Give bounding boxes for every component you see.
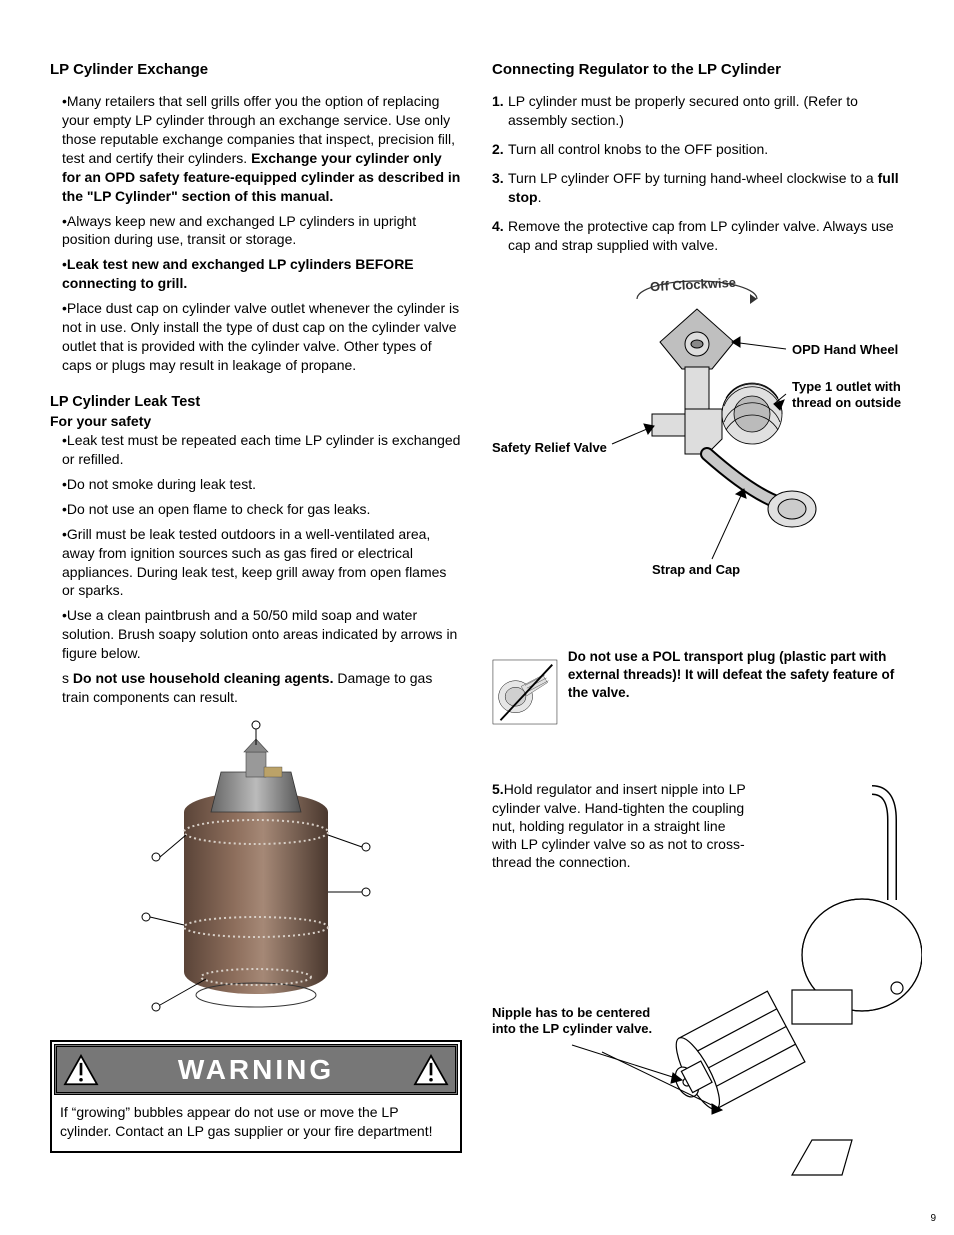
list-item: 4.Remove the protective cap from LP cyli… xyxy=(492,217,904,255)
callout-safety: Safety Relief Valve xyxy=(492,440,622,456)
list-item: •Leak test new and exchanged LP cylinder… xyxy=(50,255,462,293)
list-item: •Leak test must be repeated each time LP… xyxy=(50,431,462,469)
heading-exchange: LP Cylinder Exchange xyxy=(50,60,462,80)
list-item: 2.Turn all control knobs to the OFF posi… xyxy=(492,140,904,159)
leak-bullet-list: •Leak test must be repeated each time LP… xyxy=(50,431,462,707)
valve-diagram: Off Clockwise OPD Hand Wheel Type 1 outl… xyxy=(492,264,904,614)
callout-strap: Strap and Cap xyxy=(652,562,772,578)
list-item: 3.Turn LP cylinder OFF by turning hand-w… xyxy=(492,169,904,207)
list-item: •Do not use an open flame to check for g… xyxy=(50,500,462,519)
warning-box: WARNING If “growing” bubbles appear do n… xyxy=(50,1040,462,1154)
leak-subhead: For your safety xyxy=(50,412,462,431)
list-item: •Grill must be leak tested outdoors in a… xyxy=(50,525,462,601)
heading-connecting: Connecting Regulator to the LP Cylinder xyxy=(492,60,904,80)
warning-triangle-icon xyxy=(413,1054,449,1086)
callout-type1: Type 1 outlet with thread on outside xyxy=(792,379,912,410)
list-item: •Use a clean paintbrush and a 50/50 mild… xyxy=(50,606,462,663)
right-column: Connecting Regulator to the LP Cylinder … xyxy=(492,60,904,1180)
list-item: 1.LP cylinder must be properly secured o… xyxy=(492,92,904,130)
list-item: •Place dust cap on cylinder valve outlet… xyxy=(50,299,462,375)
warning-bar: WARNING xyxy=(54,1044,458,1096)
page-number: 9 xyxy=(930,1212,936,1226)
heading-leak-test: LP Cylinder Leak Test xyxy=(50,393,462,413)
regulator-diagram: 5.Hold regulator and insert nipple into … xyxy=(492,780,904,1180)
list-item: •Always keep new and exchanged LP cylind… xyxy=(50,212,462,250)
tank-diagram xyxy=(50,717,462,1032)
connect-steps-list: 1.LP cylinder must be properly secured o… xyxy=(492,92,904,254)
warning-label: WARNING xyxy=(107,1051,405,1089)
pol-warning-text: Do not use a POL transport plug (plastic… xyxy=(568,622,904,701)
warning-text: If “growing” bubbles appear do not use o… xyxy=(52,1097,460,1151)
list-item: •Do not smoke during leak test. xyxy=(50,475,462,494)
list-item: •Many retailers that sell grills offer y… xyxy=(50,92,462,205)
list-item: s Do not use household cleaning agents. … xyxy=(50,669,462,707)
pol-plug-diagram xyxy=(492,622,558,762)
page-columns: LP Cylinder Exchange •Many retailers tha… xyxy=(50,60,904,1180)
exchange-bullet-list: •Many retailers that sell grills offer y… xyxy=(50,92,462,374)
callout-opd: OPD Hand Wheel xyxy=(792,342,912,358)
left-column: LP Cylinder Exchange •Many retailers tha… xyxy=(50,60,462,1180)
pol-warning-row: Do not use a POL transport plug (plastic… xyxy=(492,622,904,762)
warning-triangle-icon xyxy=(63,1054,99,1086)
